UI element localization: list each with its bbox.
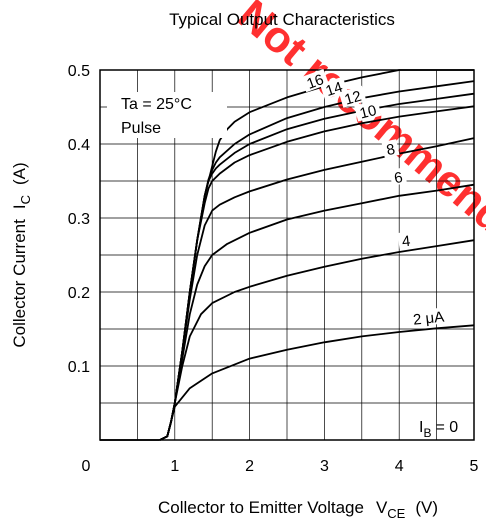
ib-zero-value: = 0	[435, 419, 458, 436]
y-axis-label-text: Collector Current	[10, 219, 29, 348]
y-axis-label-symbol: I	[10, 204, 29, 209]
y-tick-label: 0.4	[68, 137, 90, 154]
pulse-note: Pulse	[121, 120, 161, 137]
curve-label-bg	[300, 69, 329, 93]
temperature-note: Ta = 25°C	[121, 96, 192, 113]
y-tick-label: 0.3	[68, 211, 90, 228]
y-axis-label-sub: C	[18, 195, 33, 204]
curve-label: 6	[393, 169, 404, 187]
curve-label-bg	[354, 100, 382, 122]
x-axis-label-symbol: V	[376, 498, 388, 517]
ib-zero-sub: B	[423, 426, 431, 440]
x-axis-label-unit: (V)	[415, 498, 438, 517]
condition-box-bg	[107, 92, 227, 138]
x-ticks: 0 1 2 3 4 5	[82, 458, 479, 475]
chart-title: Typical Output Characteristics	[169, 10, 395, 29]
watermark: Not recommended for new design	[229, 0, 486, 483]
x-tick-label: 0	[82, 458, 91, 475]
x-tick-label: 4	[395, 458, 404, 475]
y-tick-label: 0.2	[68, 285, 90, 302]
curve-label-bg	[406, 306, 451, 328]
watermark-text: Not recommended for new design	[229, 0, 486, 483]
x-axis-label-sub: CE	[387, 506, 405, 521]
y-tick-label: 0.5	[68, 63, 90, 80]
curve-label-bg	[389, 167, 407, 186]
curve-label: 2 μA	[412, 309, 445, 329]
x-axis-label: Collector to Emitter Voltage VCE (V)	[158, 498, 438, 521]
ib-zero-symbol: I	[419, 419, 423, 436]
series-line	[159, 324, 475, 441]
x-tick-label: 1	[170, 458, 179, 475]
x-tick-label: 3	[320, 458, 329, 475]
curve-label: 14	[324, 79, 345, 100]
ib-zero-label: IB = 0	[419, 419, 458, 440]
series-line	[159, 239, 475, 441]
y-axis-label: Collector Current IC (A)	[10, 162, 33, 347]
x-axis-label-text: Collector to Emitter Voltage	[158, 498, 364, 517]
plot-frame	[99, 69, 475, 441]
curve-label-bg	[397, 231, 415, 249]
curve-label: 16	[305, 71, 326, 93]
curve-label-bg	[381, 139, 400, 158]
x-tick-label: 5	[470, 458, 479, 475]
y-axis-label-unit: (A)	[10, 162, 29, 185]
y-tick-label: 0.1	[68, 359, 90, 376]
y-ticks: 0.1 0.2 0.3 0.4 0.5	[68, 63, 90, 376]
x-tick-label: 2	[245, 458, 254, 475]
curve-label: 10	[358, 102, 378, 123]
curve-label: 4	[401, 233, 411, 251]
curve-label: 12	[343, 88, 364, 109]
curve-label: 8	[385, 141, 397, 159]
series-line	[159, 69, 474, 441]
